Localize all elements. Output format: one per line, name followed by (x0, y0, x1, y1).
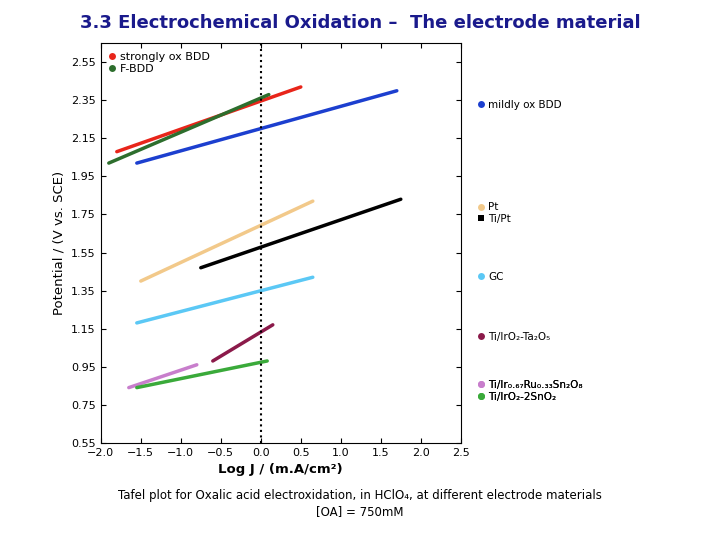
Text: Tafel plot for Oxalic acid electroxidation, in HClO₄, at different electrode mat: Tafel plot for Oxalic acid electroxidati… (118, 489, 602, 502)
Y-axis label: Potential / (V vs. SCE): Potential / (V vs. SCE) (53, 171, 66, 315)
Text: [OA] = 750mM: [OA] = 750mM (316, 505, 404, 518)
Legend: Ti/Ir₀.₆₇Ru₀.₃₃Sn₂O₈, Ti/IrO₂-2SnO₂: Ti/Ir₀.₆₇Ru₀.₃₃Sn₂O₈, Ti/IrO₂-2SnO₂ (477, 378, 585, 404)
X-axis label: Log J / (m.A/cm²): Log J / (m.A/cm²) (218, 463, 343, 476)
Text: 3.3 Electrochemical Oxidation –  The electrode material: 3.3 Electrochemical Oxidation – The elec… (80, 14, 640, 31)
